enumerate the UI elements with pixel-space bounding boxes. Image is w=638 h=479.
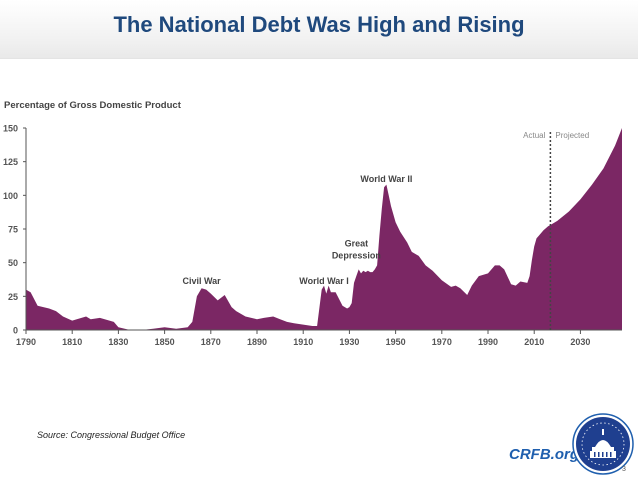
x-tick-label: 1970 [432, 337, 452, 347]
x-tick-label: 1910 [293, 337, 313, 347]
debt-chart: Percentage of Gross Domestic Product 0 25 5… [3, 100, 622, 347]
x-tick-label: 1870 [201, 337, 221, 347]
x-tick-label: 1990 [478, 337, 498, 347]
y-tick-label: 25 [8, 292, 18, 302]
event-annotation: Great [345, 239, 369, 249]
y-tick-label: 0 [13, 326, 18, 336]
x-tick-label: 2030 [570, 337, 590, 347]
x-tick-label: 1810 [62, 337, 82, 347]
x-tick-label: 2010 [524, 337, 544, 347]
y-axis-title: Percentage of Gross Domestic Product [4, 100, 182, 111]
page-number: 3 [622, 466, 626, 473]
slide-title: The National Debt Was High and Rising [113, 12, 525, 37]
y-tick-label: 100 [3, 191, 18, 201]
x-tick-label: 1950 [386, 337, 406, 347]
title-bar: The National Debt Was High and Rising [0, 0, 638, 59]
x-tick-label: 1930 [339, 337, 359, 347]
y-tick-label: 75 [8, 225, 18, 235]
x-tick-label: 1830 [108, 337, 128, 347]
event-annotation: Civil War [182, 276, 221, 286]
actual-label: Actual [523, 131, 545, 140]
source-note: Source: Congressional Budget Office [37, 430, 186, 440]
projected-label: Projected [555, 131, 589, 140]
capitol-logo-icon [572, 413, 634, 475]
site-link[interactable]: CRFB.org [509, 446, 579, 463]
x-tick-label: 1790 [16, 337, 36, 347]
event-annotation: World War II [360, 174, 412, 184]
y-tick-label: 125 [3, 157, 18, 167]
x-tick-label: 1890 [247, 337, 267, 347]
event-annotation: World War I [299, 276, 349, 286]
x-tick-label: 1850 [155, 337, 175, 347]
y-tick-label: 150 [3, 124, 18, 134]
event-annotation: Depression [332, 251, 381, 261]
debt-area-series [26, 128, 622, 330]
y-tick-label: 50 [8, 258, 18, 268]
